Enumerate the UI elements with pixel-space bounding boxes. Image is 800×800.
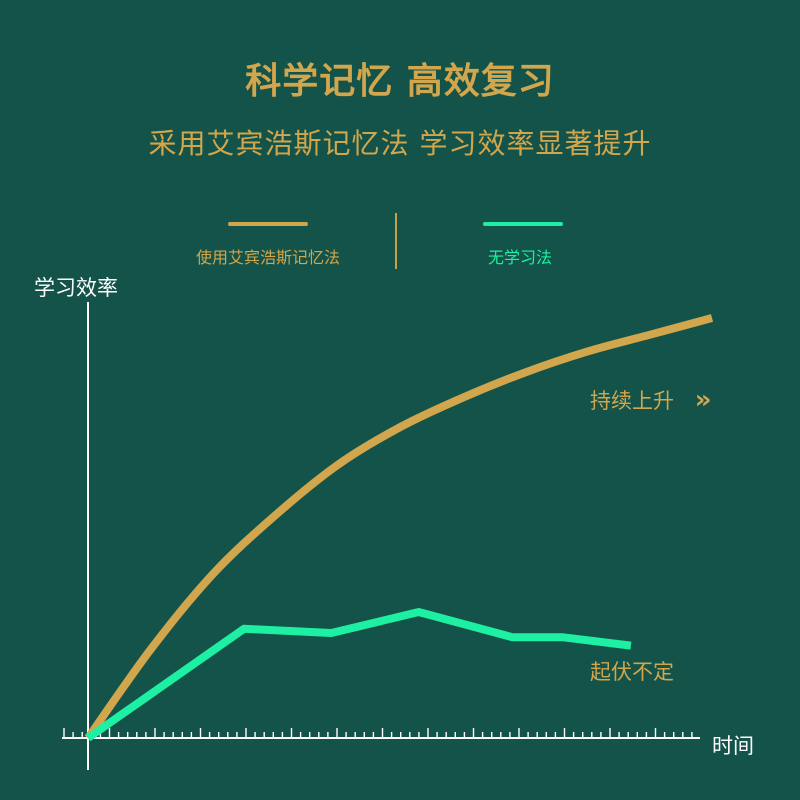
annotation-fluctuating: 起伏不定 [590,660,674,684]
x-axis-label: 时间 [712,734,754,758]
legend-swatch-green [483,222,563,226]
series-line-1 [85,608,632,742]
page-subtitle: 采用艾宾浩斯记忆法 学习效率显著提升 [148,127,652,160]
legend-label-green: 无学习法 [487,248,552,267]
annotation-rising-text: 持续上升 [590,389,674,413]
y-axis-label: 学习效率 [34,276,118,300]
series-line-0 [84,314,714,741]
legend-divider [395,213,397,269]
legend-label-gold: 使用艾宾浩斯记忆法 [195,248,340,267]
double-chevron-right-icon: » [694,385,712,415]
legend-swatch-gold [228,222,308,226]
annotation-rising: 持续上升 » [590,385,711,415]
page-title: 科学记忆 高效复习 [245,61,555,102]
